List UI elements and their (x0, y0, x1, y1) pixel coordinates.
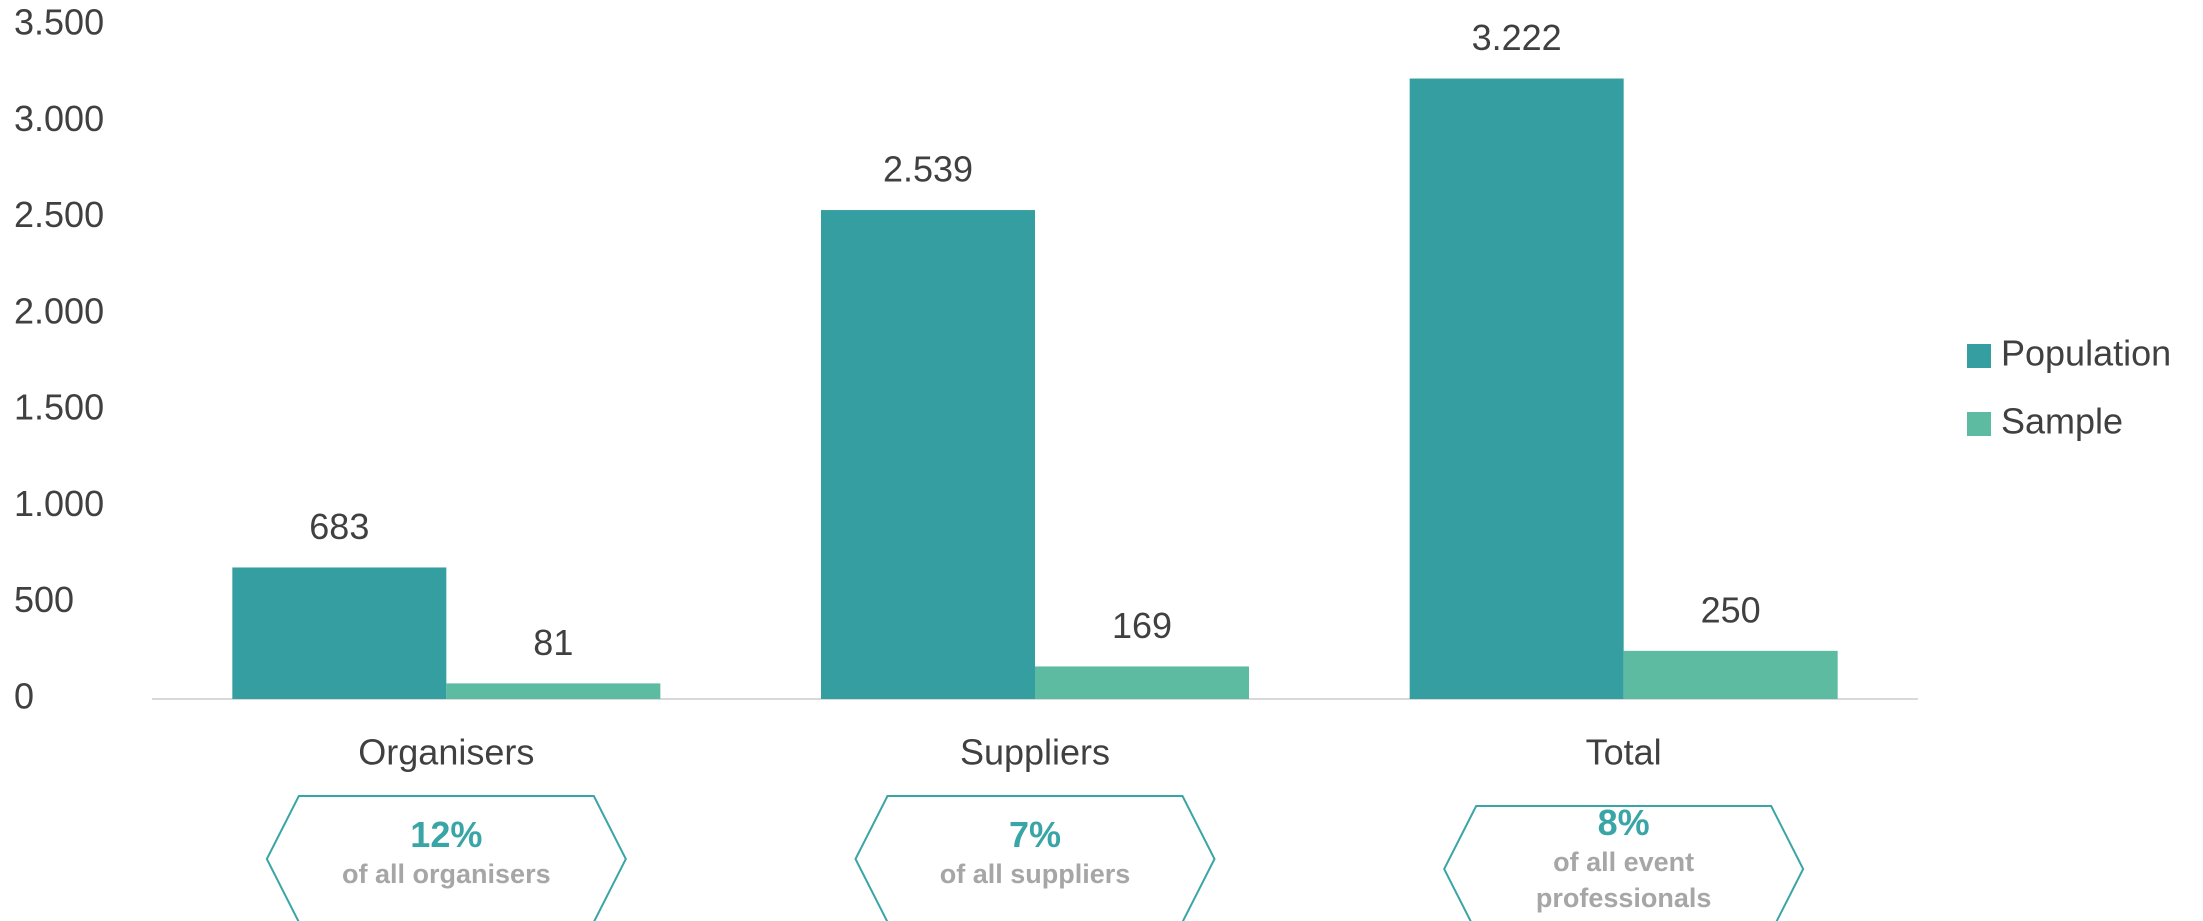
bar (1409, 78, 1624, 700)
value-label: 169 (1112, 605, 1172, 646)
bar (821, 210, 1035, 699)
bar (1035, 666, 1249, 699)
callout-percent: 8% (1597, 802, 1650, 843)
y-tick-label: 1.000 (14, 483, 104, 524)
x-tick-label: Organisers (358, 732, 534, 773)
x-tick-label: Suppliers (960, 732, 1110, 773)
callout-text: of all organisers (342, 859, 551, 889)
legend-swatch (1967, 412, 1991, 436)
value-label: 3.222 (1472, 17, 1562, 58)
value-label: 81 (533, 622, 573, 663)
callout-hexagon (265, 795, 627, 921)
bar (1623, 650, 1838, 699)
value-label: 250 (1701, 589, 1761, 630)
callout-text: of all suppliers (939, 859, 1131, 889)
value-label: 683 (309, 506, 369, 547)
y-tick-label: 2.000 (14, 290, 104, 331)
legend-label: Population (2001, 333, 2171, 374)
legend-swatch (1967, 344, 1991, 368)
callout-percent: 12% (410, 814, 483, 855)
value-label: 2.539 (883, 149, 973, 190)
y-tick-label: 3.000 (14, 98, 104, 139)
callout-hexagon (1443, 805, 1805, 921)
callout-text: of all event professionals (1535, 847, 1712, 913)
bar (232, 567, 447, 699)
bar (446, 683, 661, 699)
y-tick-label: 500 (14, 579, 74, 620)
callout: 8% of all event professionals (1474, 802, 1774, 916)
x-tick-label: Total (1586, 732, 1662, 773)
callout: 12% of all organisers (296, 814, 596, 892)
y-tick-label: 3.500 (14, 2, 104, 43)
y-tick-label: 2.500 (14, 194, 104, 235)
callout-percent: 7% (1008, 814, 1062, 855)
callout: 7% of all suppliers (885, 814, 1185, 892)
y-tick-label: 0 (14, 676, 34, 717)
y-tick-label: 1.500 (14, 387, 104, 428)
legend-label: Sample (2001, 401, 2123, 442)
callout-hexagon (854, 795, 1216, 921)
